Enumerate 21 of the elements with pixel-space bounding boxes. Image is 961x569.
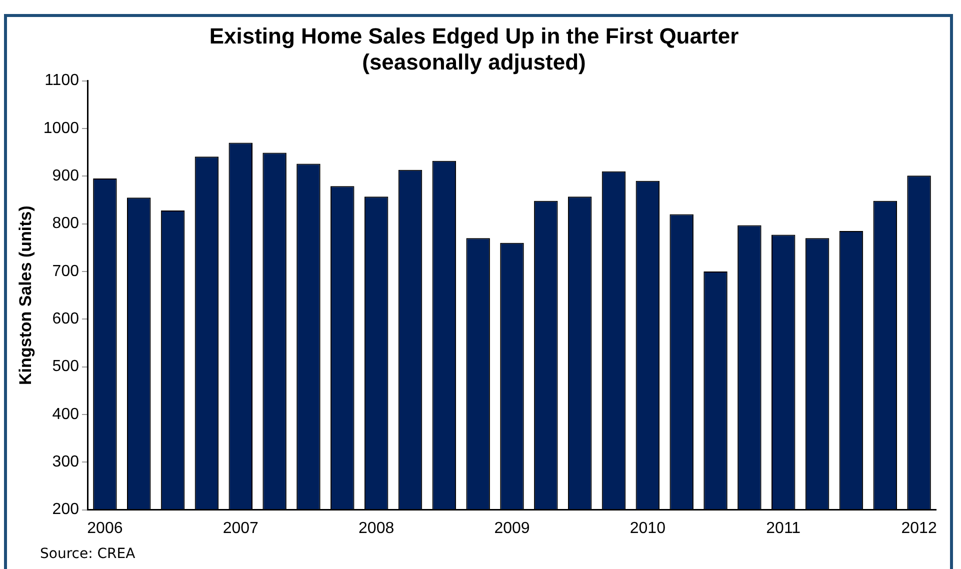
source-note: Source: CREA [40, 546, 136, 562]
x-tick-label: 2009 [494, 520, 530, 537]
x-tick-label: 2011 [766, 520, 801, 537]
x-tick-label: 2010 [630, 520, 666, 537]
y-tick-label: 1000 [43, 120, 80, 137]
x-tick-label: 2008 [358, 520, 394, 537]
y-axis-title: Kingston Sales (units) [16, 206, 35, 386]
x-tick-label: 2006 [87, 520, 123, 537]
y-tick-label: 800 [52, 215, 80, 232]
y-tick-label: 600 [52, 310, 80, 328]
y-tick-label: 300 [52, 454, 80, 471]
y-tick-label: 1100 [44, 72, 80, 90]
x-tick-label: 2007 [222, 520, 259, 537]
y-tick-label: 900 [52, 168, 80, 185]
y-tick-label: 500 [52, 358, 80, 376]
x-tick-label: 2012 [901, 520, 937, 537]
y-tick-label: 700 [52, 262, 80, 280]
chart-title: Existing Home Sales Edged Up in the First Quarter [209, 23, 740, 48]
y-tick-label: 200 [52, 501, 80, 518]
y-tick-label: 400 [52, 406, 80, 423]
chart-subtitle: (seasonally adjusted) [362, 50, 586, 75]
